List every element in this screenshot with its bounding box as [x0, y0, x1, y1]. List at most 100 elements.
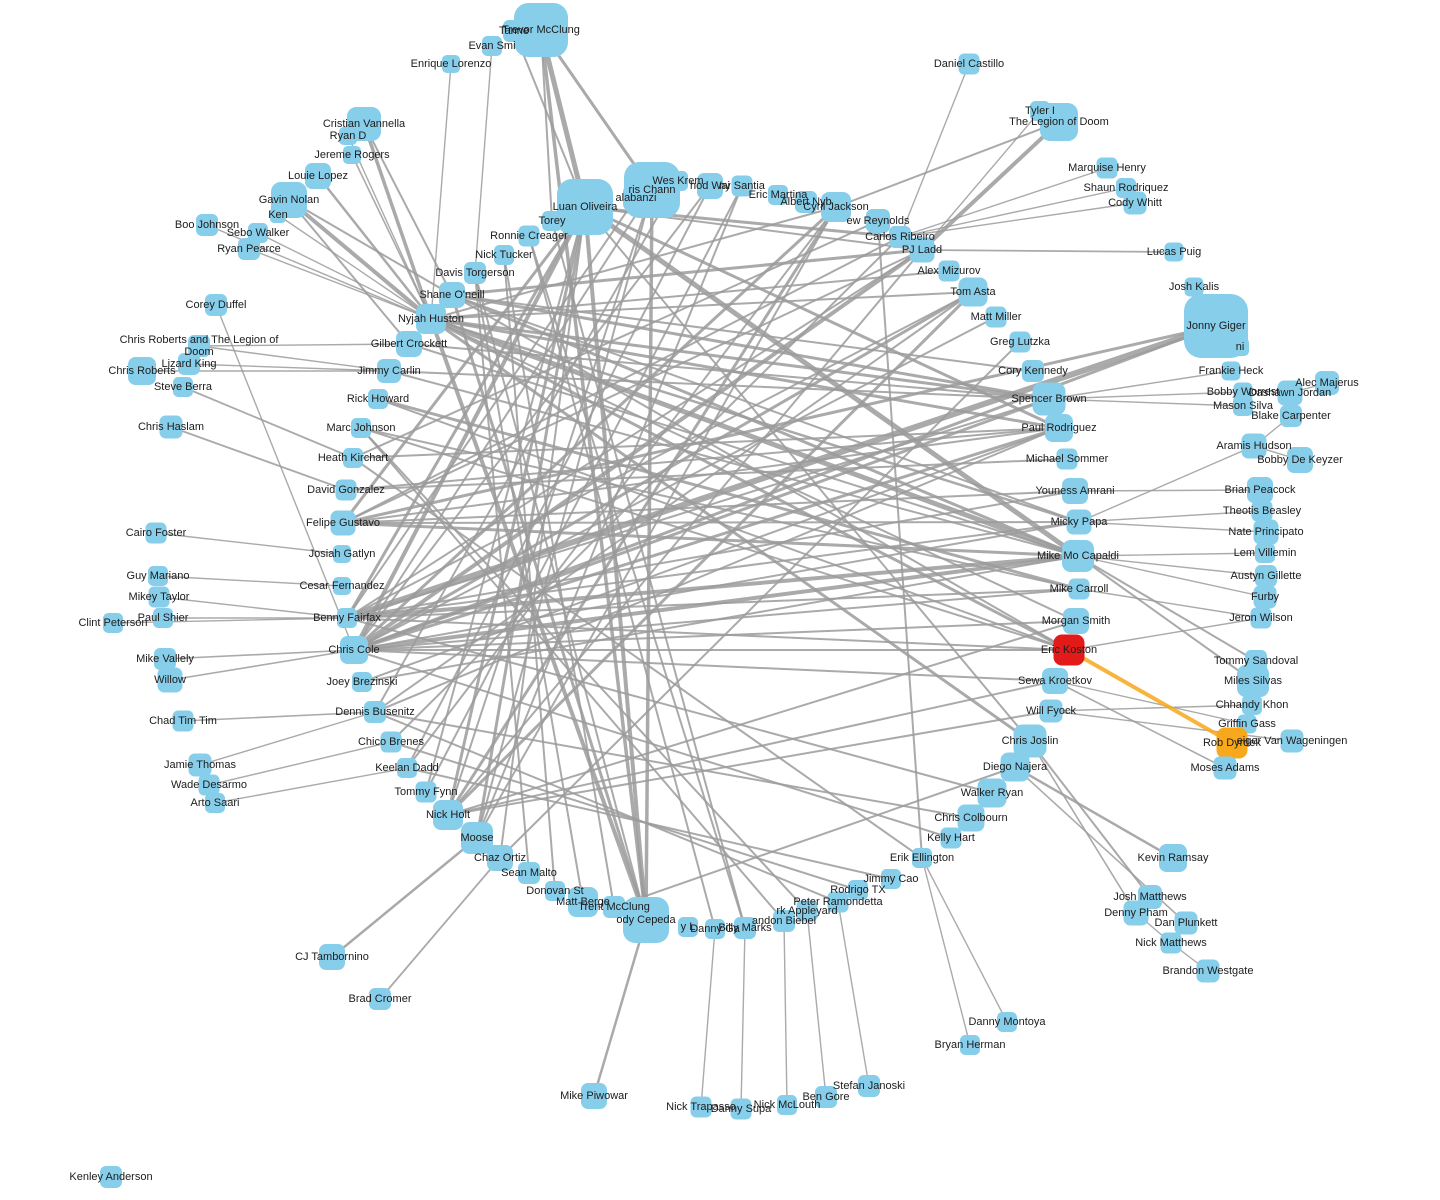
- node-y-l[interactable]: [678, 917, 698, 937]
- node-the-legion-of-doom[interactable]: [1040, 103, 1078, 141]
- node-louie-lopez[interactable]: [305, 163, 331, 189]
- node-ryan-pearce[interactable]: [238, 238, 260, 260]
- node-heath-kirchart[interactable]: [343, 448, 363, 468]
- node-tanne[interactable]: [503, 20, 525, 42]
- node-chad-tim-tim[interactable]: [172, 710, 194, 732]
- node-chris-joslin[interactable]: [1013, 724, 1047, 758]
- node-kelly-hart[interactable]: [940, 827, 962, 849]
- node-boo-johnson[interactable]: [196, 214, 218, 236]
- node-mason-silva[interactable]: [1233, 396, 1253, 416]
- node-chaz-ortiz[interactable]: [487, 845, 513, 871]
- node-brandon-westgate[interactable]: [1196, 959, 1220, 983]
- node-lizard-king[interactable]: [178, 353, 200, 375]
- node-rob-dyrdek[interactable]: [1216, 727, 1248, 759]
- node-jimmy-cao[interactable]: [881, 869, 901, 889]
- node-ni[interactable]: [1231, 338, 1249, 356]
- node-eric-koston[interactable]: [1053, 634, 1085, 666]
- node-alec-majerus[interactable]: [1315, 371, 1339, 395]
- node-donovan-st[interactable]: [545, 881, 565, 901]
- node-danny-ga[interactable]: [705, 919, 725, 939]
- node-chris-colbourn[interactable]: [957, 804, 985, 832]
- node-ben-gore[interactable]: [815, 1086, 837, 1108]
- node-matt-miller[interactable]: [985, 306, 1007, 328]
- node-nick-mclouth[interactable]: [777, 1095, 797, 1115]
- node-paul-rodriguez[interactable]: [1045, 414, 1073, 442]
- node-sean-malto[interactable]: [518, 862, 540, 884]
- node-cesar-fernandez[interactable]: [333, 577, 351, 595]
- node-ken[interactable]: [270, 207, 286, 223]
- node-jamie-thomas[interactable]: [188, 753, 212, 777]
- node-arto-saari[interactable]: [205, 793, 225, 813]
- node-daniel-castillo[interactable]: [958, 53, 980, 75]
- node-shane-o-neill[interactable]: [439, 282, 465, 308]
- node-jeron-wilson[interactable]: [1250, 607, 1272, 629]
- node-danny-supa[interactable]: [730, 1098, 752, 1120]
- node-albert-nyb[interactable]: [795, 191, 817, 213]
- node-frankie-heck[interactable]: [1221, 361, 1241, 381]
- node-mike-carroll[interactable]: [1068, 578, 1090, 600]
- node-willow[interactable]: [157, 667, 183, 693]
- node-nate-principato[interactable]: [1253, 519, 1279, 545]
- node-jimmy-carlin[interactable]: [377, 359, 401, 383]
- node-bryan-herman[interactable]: [960, 1035, 980, 1055]
- node-morgan-smith[interactable]: [1063, 608, 1089, 634]
- node-chris-haslam[interactable]: [159, 415, 183, 439]
- node-david-gonzalez[interactable]: [335, 479, 357, 501]
- node-ronnie-creager[interactable]: [518, 225, 540, 247]
- node-mike-vallely[interactable]: [154, 648, 176, 670]
- node-mike-piwowar[interactable]: [581, 1083, 607, 1109]
- node-dan-plunkett[interactable]: [1174, 911, 1198, 935]
- node-eiger-van-wageningen[interactable]: [1280, 729, 1304, 753]
- node-matt-berge[interactable]: [568, 887, 598, 917]
- node-andon-biebel[interactable]: [773, 910, 795, 932]
- node-furby[interactable]: [1253, 585, 1277, 609]
- node-mikey-taylor[interactable]: [148, 586, 170, 608]
- node-blake-carpenter[interactable]: [1280, 405, 1302, 427]
- node-ryan-d[interactable]: [339, 127, 357, 145]
- node-peter-ramondetta[interactable]: [827, 891, 849, 913]
- node-aramis-hudson[interactable]: [1241, 433, 1267, 459]
- node-lucas-puig[interactable]: [1164, 242, 1184, 262]
- node-bobby-de-keyzer[interactable]: [1287, 447, 1313, 473]
- node-cody-whitt[interactable]: [1123, 191, 1147, 215]
- node-pj-ladd[interactable]: [909, 237, 935, 263]
- node-luan-oliveira[interactable]: [557, 179, 613, 235]
- node-corey-duffel[interactable]: [205, 294, 227, 316]
- node-lem-villemin[interactable]: [1255, 543, 1275, 563]
- node-chhandy-khon[interactable]: [1242, 695, 1262, 715]
- node-joey-brezinski[interactable]: [352, 672, 372, 692]
- node-nick-trapasso[interactable]: [690, 1096, 712, 1118]
- node-spencer-brown[interactable]: [1032, 382, 1066, 416]
- node-marquise-henry[interactable]: [1096, 157, 1118, 179]
- node-hod-wai[interactable]: [697, 173, 723, 199]
- node-marc-johnson[interactable]: [351, 418, 371, 438]
- node-rk-appleyard[interactable]: [796, 900, 818, 922]
- node-torey[interactable]: [542, 211, 562, 231]
- node-enrique-lorenzo[interactable]: [442, 55, 460, 73]
- node-walker-ryan[interactable]: [977, 778, 1007, 808]
- node-benny-fairfax[interactable]: [337, 608, 357, 628]
- node-youness-amrani[interactable]: [1062, 478, 1088, 504]
- node-chico-brenes[interactable]: [380, 731, 402, 753]
- node-will-fyock[interactable]: [1039, 699, 1063, 723]
- node-guy-mariano[interactable]: [148, 566, 168, 586]
- node-nyjah-huston[interactable]: [416, 304, 446, 334]
- node-clint-peterson[interactable]: [103, 613, 123, 633]
- node-rick-howard[interactable]: [368, 389, 388, 409]
- node-evan-smi[interactable]: [482, 36, 502, 56]
- node-davis-torgerson[interactable]: [464, 262, 486, 284]
- node-kenley-anderson[interactable]: [100, 1166, 122, 1188]
- node-moses-adams[interactable]: [1213, 756, 1237, 780]
- node-dashawn-jordan[interactable]: [1277, 380, 1303, 406]
- node-denny-pham[interactable]: [1123, 900, 1149, 926]
- node-felipe-gustavo[interactable]: [330, 510, 356, 536]
- node-cyril-jackson[interactable]: [821, 192, 851, 222]
- node-micky-papa[interactable]: [1066, 509, 1092, 535]
- node-austyn-gillette[interactable]: [1255, 565, 1277, 587]
- node-carlos-ribeiro[interactable]: [889, 226, 911, 248]
- node-kevin-ramsay[interactable]: [1159, 844, 1187, 872]
- node-alabanzi[interactable]: [623, 185, 649, 211]
- node-dennis-busenitz[interactable]: [364, 701, 386, 723]
- node-chris-roberts-and-the-legion-of-doom[interactable]: [188, 335, 210, 357]
- node-miles-silvas[interactable]: [1237, 665, 1269, 697]
